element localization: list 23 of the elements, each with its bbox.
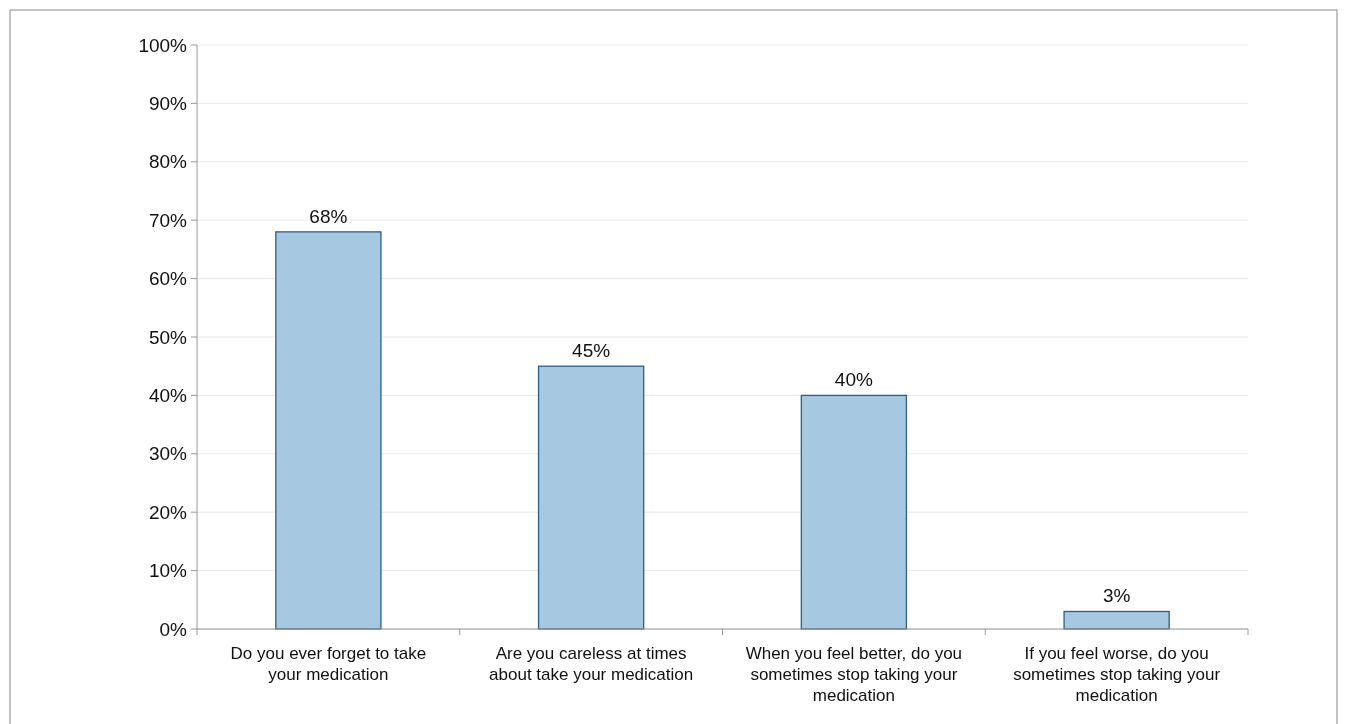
x-tick-label: Are you careless at times about take your medication — [489, 644, 694, 684]
y-tick-label: 60% — [148, 268, 188, 290]
bar — [1063, 610, 1170, 630]
y-tick-label: 30% — [148, 443, 188, 465]
x-tick-label: When you feel better, do you sometimes stop taking your medication — [745, 644, 963, 705]
y-tick-label: 100% — [138, 34, 188, 56]
data-label: 45% — [572, 340, 611, 362]
bar — [275, 231, 382, 630]
y-tick-label: 50% — [148, 326, 188, 348]
y-tick-label: 40% — [148, 385, 188, 407]
x-tick-label: Do you ever forget to take your medication — [230, 644, 427, 684]
y-tick-label: 10% — [148, 560, 188, 582]
y-tick-label: 0% — [159, 618, 188, 640]
y-tick-label: 20% — [148, 501, 188, 523]
bar — [800, 394, 908, 630]
data-label: 40% — [834, 369, 873, 391]
y-tick-label: 90% — [148, 93, 188, 115]
x-tick-label: If you feel worse, do you sometimes stop taking your medication — [1013, 644, 1221, 705]
data-label: 3% — [1102, 585, 1131, 607]
y-tick-label: 70% — [148, 209, 188, 231]
bar — [537, 365, 645, 630]
y-tick-label: 80% — [148, 151, 188, 173]
data-label: 68% — [309, 205, 348, 227]
